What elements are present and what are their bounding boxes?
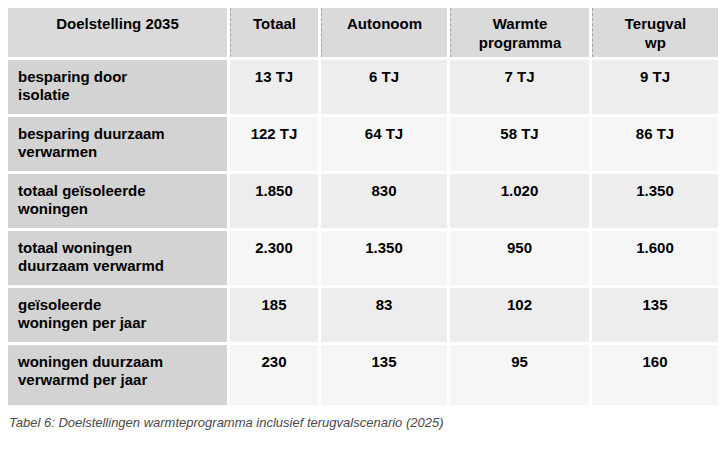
data-cell: 2.300 — [230, 231, 318, 285]
table-body: besparing door isolatie 13 TJ 6 TJ 7 TJ … — [8, 60, 718, 405]
table-row: woningen duurzaam verwarmd per jaar 230 … — [8, 345, 718, 405]
table-caption: Tabel 6: Doelstellingen warmteprogramma … — [9, 415, 720, 430]
data-cell: 13 TJ — [230, 60, 318, 114]
data-cell: 64 TJ — [321, 117, 447, 171]
table-row: totaal woningen duurzaam verwarmd 2.300 … — [8, 231, 718, 285]
data-cell: 230 — [230, 345, 318, 405]
column-header-autonoom: Autonoom — [321, 8, 447, 57]
data-cell: 1.020 — [450, 174, 589, 228]
data-cell: 1.350 — [321, 231, 447, 285]
data-cell: 102 — [450, 288, 589, 342]
column-header-warmteprogramma: Warmte programma — [450, 8, 589, 57]
data-cell: 86 TJ — [592, 117, 718, 171]
data-cell: 830 — [321, 174, 447, 228]
data-cell: 122 TJ — [230, 117, 318, 171]
row-label-cell: besparing duurzaam verwarmen — [8, 117, 227, 171]
table-row: totaal geïsoleerde woningen 1.850 830 1.… — [8, 174, 718, 228]
data-cell: 1.850 — [230, 174, 318, 228]
data-cell: 1.600 — [592, 231, 718, 285]
data-cell: 6 TJ — [321, 60, 447, 114]
table-row: besparing door isolatie 13 TJ 6 TJ 7 TJ … — [8, 60, 718, 114]
data-cell: 135 — [321, 345, 447, 405]
table-header-row: Doelstelling 2035 Totaal Autonoom Warmte… — [8, 8, 718, 57]
row-label-cell: besparing door isolatie — [8, 60, 227, 114]
row-label-cell: geïsoleerde woningen per jaar — [8, 288, 227, 342]
data-cell: 185 — [230, 288, 318, 342]
row-label-cell: totaal woningen duurzaam verwarmd — [8, 231, 227, 285]
table-row: besparing duurzaam verwarmen 122 TJ 64 T… — [8, 117, 718, 171]
column-header-totaal: Totaal — [230, 8, 318, 57]
column-header-terugval-wp: Terugval wp — [592, 8, 718, 57]
doelstellingen-table: Doelstelling 2035 Totaal Autonoom Warmte… — [5, 5, 721, 408]
row-label-cell: woningen duurzaam verwarmd per jaar — [8, 345, 227, 405]
data-cell: 135 — [592, 288, 718, 342]
data-cell: 950 — [450, 231, 589, 285]
data-cell: 9 TJ — [592, 60, 718, 114]
column-header-doelstelling: Doelstelling 2035 — [8, 8, 227, 57]
data-cell: 95 — [450, 345, 589, 405]
data-cell: 83 — [321, 288, 447, 342]
data-cell: 7 TJ — [450, 60, 589, 114]
document-page: Doelstelling 2035 Totaal Autonoom Warmte… — [0, 0, 725, 435]
data-cell: 1.350 — [592, 174, 718, 228]
data-cell: 58 TJ — [450, 117, 589, 171]
data-cell: 160 — [592, 345, 718, 405]
table-row: geïsoleerde woningen per jaar 185 83 102… — [8, 288, 718, 342]
row-label-cell: totaal geïsoleerde woningen — [8, 174, 227, 228]
